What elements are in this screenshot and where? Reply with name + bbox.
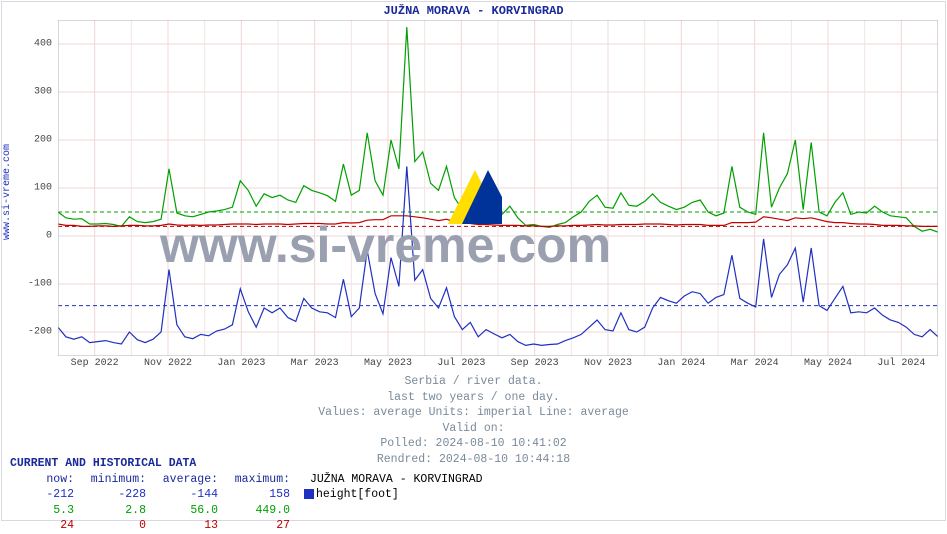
meta-line: last two years / one day. [0, 390, 947, 406]
ytick-label: 200 [34, 135, 52, 146]
xtick-label: Nov 2022 [144, 358, 192, 369]
table-row: -212 -228 -144 158 height[foot] [10, 487, 483, 503]
cell-avg: 56.0 [154, 503, 226, 519]
xtick-label: Jan 2023 [217, 358, 265, 369]
ytick-label: -200 [28, 327, 52, 338]
xtick-label: Nov 2023 [584, 358, 632, 369]
hdr-avg: average: [154, 472, 226, 488]
table-row: 5.3 2.8 56.0 449.0 [10, 503, 483, 519]
ytick-label: 100 [34, 183, 52, 194]
xtick-label: May 2024 [804, 358, 852, 369]
meta-block: Serbia / river data. last two years / on… [0, 374, 947, 467]
xtick-label: Sep 2023 [511, 358, 559, 369]
xtick-label: Jul 2024 [877, 358, 925, 369]
data-table-title: CURRENT AND HISTORICAL DATA [10, 456, 483, 472]
legend-row1: height[foot] [298, 487, 399, 503]
cell-min: -228 [82, 487, 154, 503]
cell-max: 449.0 [226, 503, 298, 519]
cell-max: 158 [226, 487, 298, 503]
x-axis-labels: Sep 2022 Nov 2022 Jan 2023 Mar 2023 May 2023… [58, 358, 938, 372]
table-row: 24 0 13 27 [10, 518, 483, 534]
xtick-label: Mar 2023 [291, 358, 339, 369]
xtick-label: Jul 2023 [437, 358, 485, 369]
hdr-min: minimum: [82, 472, 154, 488]
cell-now: -212 [10, 487, 82, 503]
xtick-label: May 2023 [364, 358, 412, 369]
ytick-label: 0 [46, 231, 52, 242]
cell-avg: 13 [154, 518, 226, 534]
cell-min: 0 [82, 518, 154, 534]
legend-series-label: JUŽNA MORAVA - KORVINGRAD [298, 472, 483, 488]
legend-square-icon [304, 489, 314, 499]
cell-avg: -144 [154, 487, 226, 503]
meta-line: Polled: 2024-08-10 10:41:02 [0, 436, 947, 452]
hdr-now: now: [10, 472, 82, 488]
cell-now: 5.3 [10, 503, 82, 519]
xtick-label: Mar 2024 [731, 358, 779, 369]
chart-title: JUŽNA MORAVA - KORVINGRAD [0, 4, 947, 18]
data-table-header: now: minimum: average: maximum: JUŽNA MO… [10, 472, 483, 488]
cell-min: 2.8 [82, 503, 154, 519]
meta-line: Serbia / river data. [0, 374, 947, 390]
xtick-label: Sep 2022 [71, 358, 119, 369]
ytick-label: 400 [34, 39, 52, 50]
meta-line: Values: average Units: imperial Line: av… [0, 405, 947, 421]
hdr-max: maximum: [226, 472, 298, 488]
meta-line: Valid on: [0, 421, 947, 437]
y-axis-labels: -200 -100 0 100 200 300 400 [0, 20, 56, 356]
plot-area [58, 20, 938, 356]
cell-max: 27 [226, 518, 298, 534]
xtick-label: Jan 2024 [657, 358, 705, 369]
ytick-label: -100 [28, 279, 52, 290]
ytick-label: 300 [34, 87, 52, 98]
cell-now: 24 [10, 518, 82, 534]
